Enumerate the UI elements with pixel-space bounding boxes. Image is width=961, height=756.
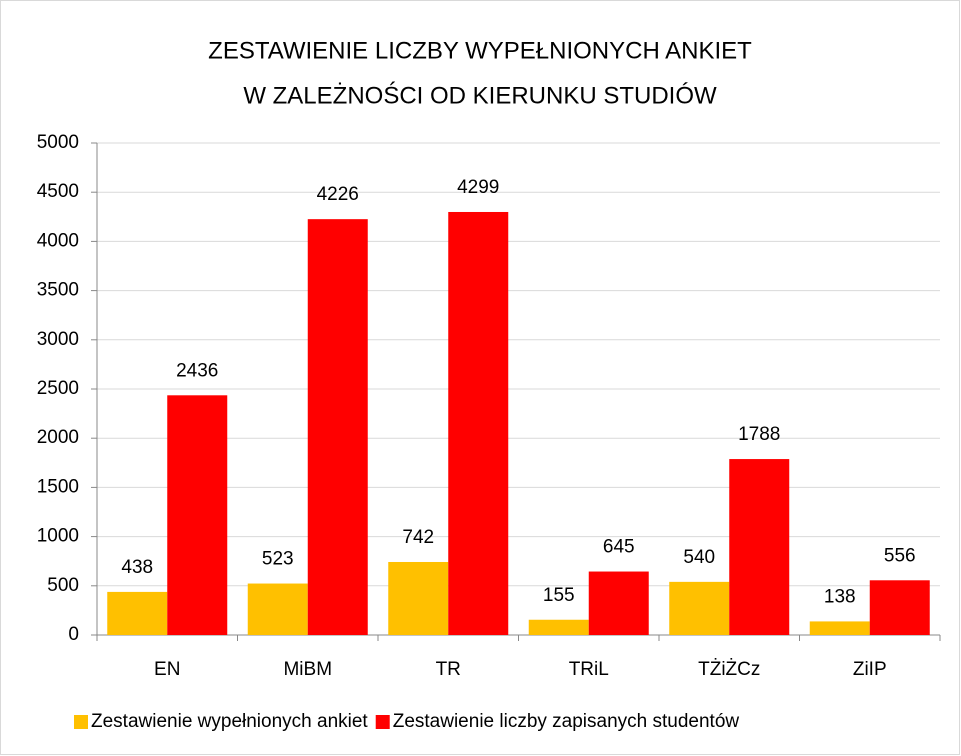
data-label: 540	[683, 547, 715, 568]
bar	[307, 219, 368, 635]
bar	[669, 581, 730, 635]
y-tick-label: 2500	[37, 378, 79, 399]
y-tick-label: 4500	[37, 181, 79, 202]
y-tick-label: 3500	[37, 280, 79, 301]
x-tick-label: ZiIP	[853, 659, 887, 680]
chart-title: ZESTAWIENIE LICZBY WYPEŁNIONYCH ANKIET	[208, 37, 752, 64]
x-tick-label: TR	[436, 659, 461, 680]
data-label: 1788	[738, 424, 780, 445]
y-tick-label: 0	[68, 624, 79, 645]
bar	[107, 591, 168, 635]
bar	[588, 571, 649, 635]
bar	[528, 619, 589, 635]
bar	[167, 395, 228, 635]
x-tick-label: TRiL	[569, 659, 609, 680]
legend-swatch	[74, 715, 88, 729]
y-tick-label: 4000	[37, 230, 79, 251]
y-tick-label: 3000	[37, 329, 79, 350]
data-label: 645	[603, 537, 635, 558]
data-label: 138	[824, 586, 856, 607]
y-tick-label: 500	[47, 575, 79, 596]
bar	[809, 621, 870, 635]
x-tick-label: TŻiŻCz	[698, 659, 760, 680]
y-tick-label: 2000	[37, 427, 79, 448]
bar	[247, 583, 308, 635]
y-tick-label: 1500	[37, 476, 79, 497]
bar	[388, 561, 449, 635]
y-tick-label: 1000	[37, 526, 79, 547]
y-tick-label: 5000	[37, 132, 79, 153]
bar	[869, 580, 930, 635]
bar	[448, 211, 509, 635]
data-label: 438	[121, 557, 153, 578]
legend-label: Zestawienie liczby zapisanych studentów	[393, 711, 740, 732]
data-label: 4299	[457, 177, 499, 198]
data-label: 155	[543, 585, 575, 606]
legend-swatch	[375, 715, 390, 729]
bar	[729, 459, 790, 635]
legend-label: Zestawienie wypełnionych ankiet	[91, 711, 368, 732]
x-tick-label: EN	[154, 659, 180, 680]
data-label: 742	[402, 527, 434, 548]
data-label: 2436	[176, 360, 218, 381]
data-label: 4226	[317, 184, 359, 205]
data-label: 556	[884, 545, 916, 566]
data-label: 523	[262, 549, 294, 570]
x-tick-label: MiBM	[283, 659, 332, 680]
chart-title: W ZALEŻNOŚCI OD KIERUNKU STUDIÓW	[243, 81, 717, 109]
